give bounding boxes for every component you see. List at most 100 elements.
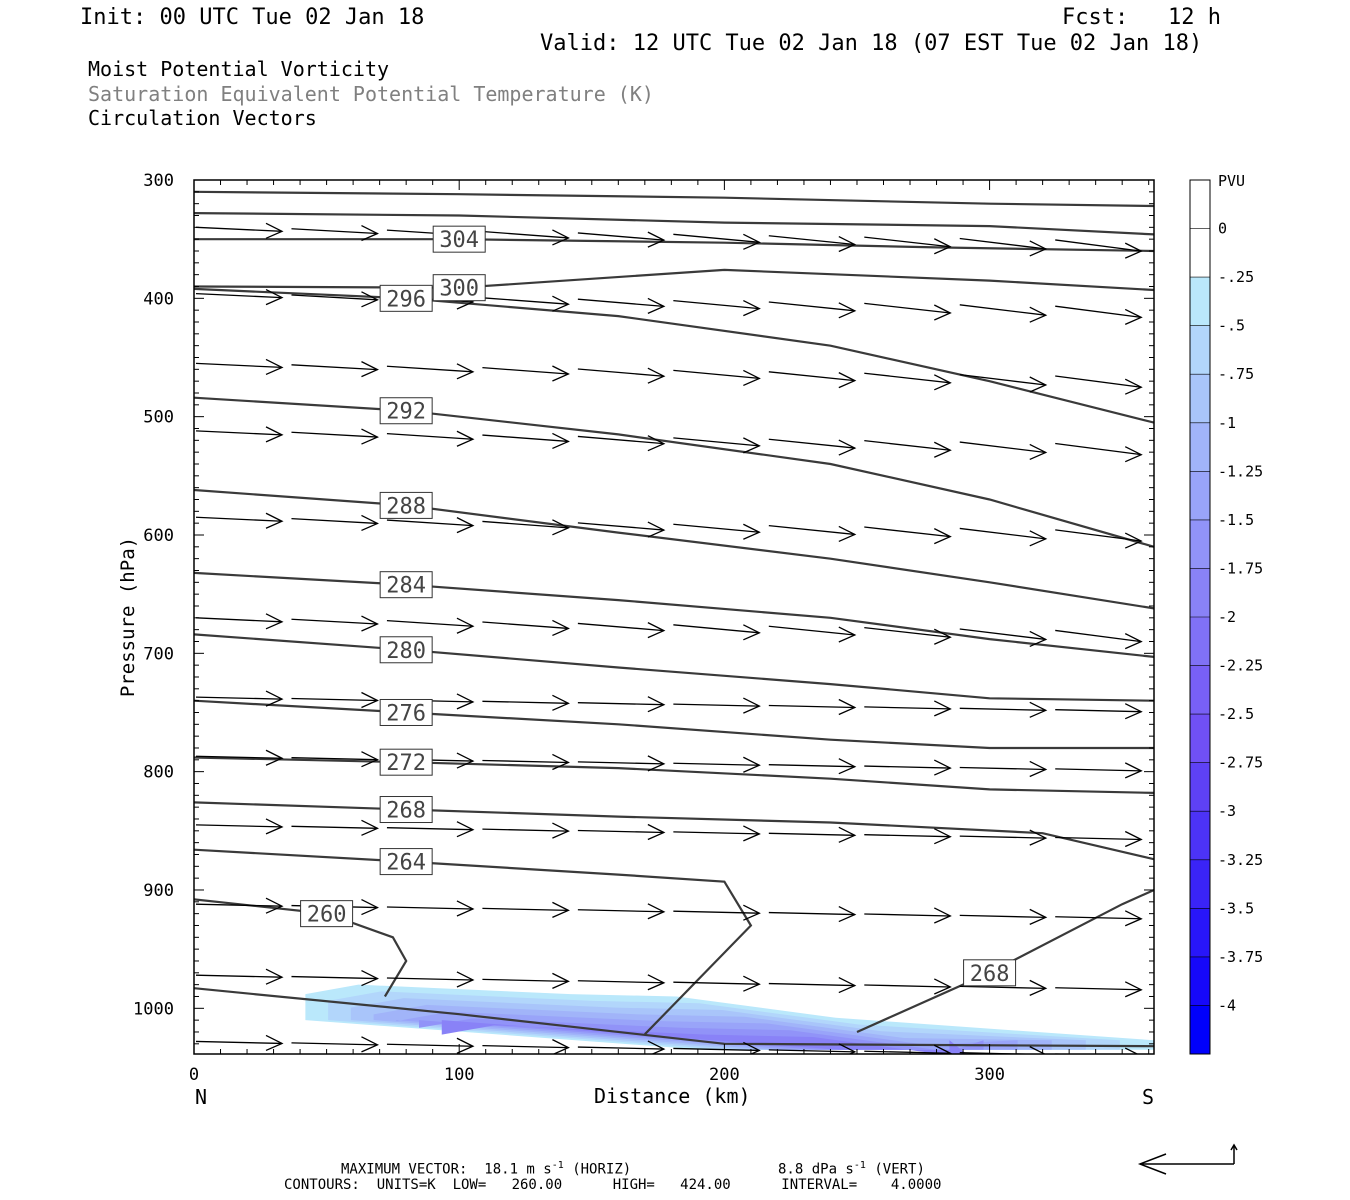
colorbar-label: -1 — [1218, 414, 1236, 432]
vector-arrowhead — [1124, 242, 1143, 259]
colorbar-swatch — [1190, 374, 1210, 424]
vector-arrowhead — [838, 372, 857, 389]
vector-arrowhead — [456, 900, 475, 917]
vector-arrowhead — [1124, 762, 1143, 779]
vector-arrowhead — [933, 907, 952, 924]
vector-arrow — [577, 829, 664, 834]
vector-arrow — [291, 294, 378, 301]
vector-arrowhead — [1124, 703, 1143, 720]
vector-arrowhead — [743, 369, 761, 387]
isentrope-line — [194, 801, 1154, 861]
vector-arrow — [1055, 239, 1142, 252]
vector-arrow — [1055, 768, 1142, 772]
vector-arrow — [482, 1044, 569, 1049]
vector-arrow — [864, 1050, 951, 1054]
y-tick-label: 300 — [143, 171, 174, 191]
vector-arrowhead — [647, 823, 666, 841]
colorbar-label: -.25 — [1218, 268, 1254, 286]
contour-label: 272 — [386, 751, 426, 776]
vector-arrow — [1055, 442, 1142, 456]
vector-arrow — [864, 440, 951, 451]
vector-arrowhead — [838, 626, 857, 643]
vector-arrowhead — [647, 974, 666, 991]
vector-arrow — [959, 766, 1046, 771]
vector-arrowhead — [933, 700, 952, 717]
colorbar-swatch — [1190, 762, 1210, 812]
vector-arrowhead — [552, 694, 570, 711]
isentrope-line — [194, 571, 1154, 658]
vector-arrowhead — [1029, 1046, 1046, 1054]
vector-arrow — [864, 984, 951, 988]
vector-arrowhead — [838, 758, 857, 775]
vector-arrow — [482, 366, 569, 375]
vector-arrowhead — [933, 238, 952, 255]
vector-arrow — [959, 835, 1046, 839]
vector-arrowhead — [552, 229, 570, 246]
vector-arrow — [195, 226, 283, 232]
vector-arrow — [673, 624, 760, 634]
vector-arrowhead — [1029, 701, 1048, 718]
colorbar-swatch — [1190, 859, 1210, 909]
vector-arrowhead — [552, 295, 570, 312]
vector-arrow — [291, 364, 378, 371]
contour-label-box — [379, 636, 433, 664]
vector-arrowhead — [647, 521, 666, 538]
vector-arrow — [959, 237, 1046, 250]
vector-arrow — [386, 619, 473, 627]
vector-arrow — [386, 827, 473, 831]
colorbar-swatch — [1190, 325, 1210, 375]
vector-arrowhead — [743, 523, 761, 540]
contour-label-box — [379, 796, 433, 824]
vector-arrowhead — [933, 374, 952, 391]
isentrope-line — [194, 488, 1154, 610]
field-title-theta: Saturation Equivalent Potential Temperat… — [88, 82, 654, 106]
contour-label-box — [379, 397, 433, 425]
vector-arrow — [291, 228, 378, 235]
vert-vector-text: 8.8 dPa s — [778, 1161, 854, 1178]
vector-arrow — [673, 299, 760, 310]
vector-arrowhead — [1029, 908, 1048, 925]
vector-arrowhead — [1124, 308, 1143, 325]
isentrope-line — [194, 756, 1154, 794]
vector-arrow — [673, 981, 760, 985]
vector-arrowhead — [552, 822, 570, 839]
mpv-shade-band — [441, 1020, 967, 1054]
isentrope-line — [194, 898, 408, 998]
vector-arrowhead — [265, 289, 284, 306]
vector-arrowhead — [1029, 240, 1048, 257]
vector-arrow — [386, 365, 473, 373]
vector-arrowhead — [647, 367, 666, 384]
colorbar-label: -.75 — [1218, 365, 1254, 383]
vector-arrow — [864, 706, 951, 710]
vector-arrow — [195, 755, 283, 759]
vector-arrowhead — [743, 975, 761, 992]
vector-arrowhead — [1029, 443, 1048, 461]
isentrope-line — [194, 268, 1154, 292]
vector-arrow — [768, 301, 855, 312]
vector-arrowhead — [361, 224, 380, 242]
vector-arrowhead — [361, 428, 380, 445]
contour-label: 276 — [386, 701, 426, 726]
vector-arrowhead — [361, 514, 380, 532]
isentrope-line — [194, 987, 1154, 1048]
contour-label-box — [379, 284, 433, 312]
vector-arrow — [577, 522, 664, 531]
vector-arrow — [1055, 836, 1142, 841]
vector-arrowhead — [838, 1043, 857, 1054]
vector-arrowhead — [1124, 532, 1143, 549]
contour-label: 304 — [439, 228, 479, 253]
vector-arrowhead — [933, 828, 952, 845]
vector-arrowhead — [456, 752, 475, 769]
colorbar-label: -3.75 — [1218, 948, 1263, 966]
vector-arrow — [1055, 375, 1142, 388]
south-label: S — [1142, 1085, 1155, 1109]
vector-arrow — [482, 520, 569, 529]
vert-label: (VERT) — [865, 1161, 925, 1178]
vector-arrowhead — [361, 615, 380, 632]
vector-arrowhead — [552, 1039, 570, 1054]
x-tick-label: 0 — [189, 1065, 199, 1085]
contour-label-box — [379, 698, 433, 726]
vector-arrowhead — [647, 696, 666, 713]
isentrope-line — [194, 212, 1154, 236]
contour-label: 280 — [386, 639, 426, 664]
